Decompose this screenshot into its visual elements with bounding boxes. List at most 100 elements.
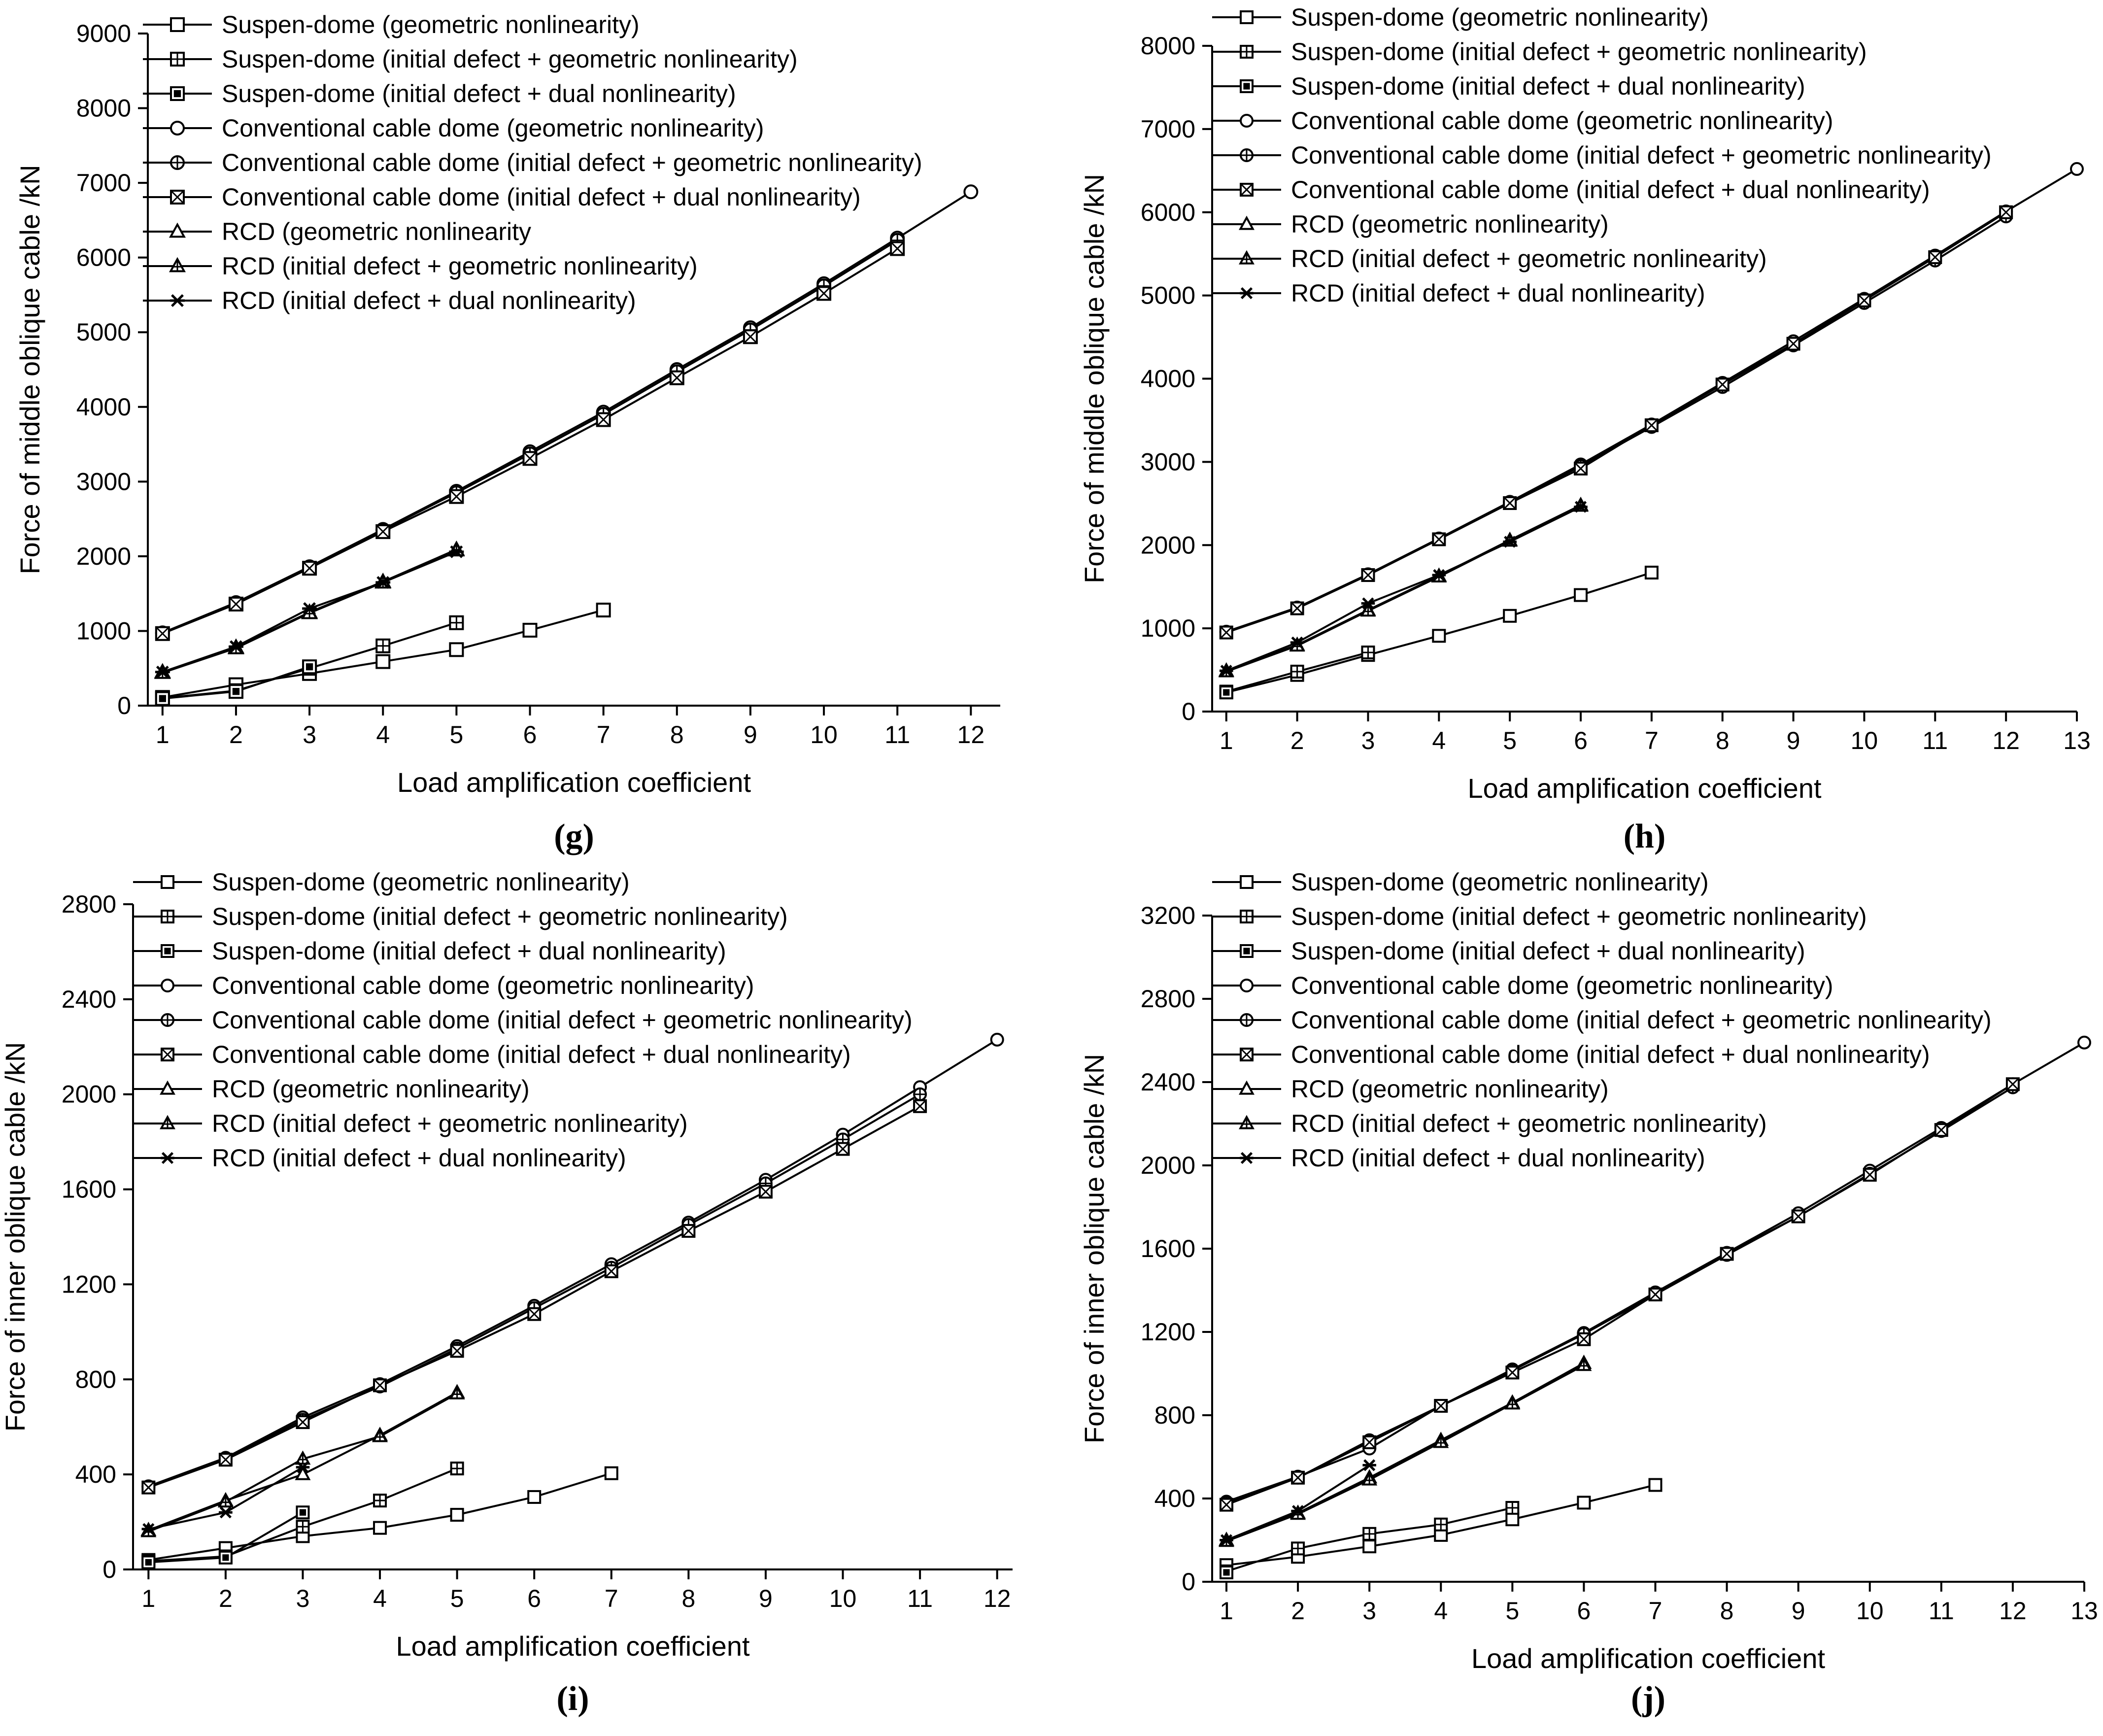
- series-line: [1226, 168, 2078, 633]
- legend-marker-d2: [170, 190, 185, 204]
- series-line: [1226, 215, 2007, 633]
- y-tick-label: 2000: [62, 1081, 116, 1108]
- y-axis-title: Force of inner oblique cable /kN: [1079, 1054, 1110, 1444]
- panel-label: (j): [1631, 1680, 1665, 1718]
- series-8: [141, 1461, 310, 1535]
- legend-label: Conventional cable dome (geometric nonli…: [1291, 972, 1833, 999]
- series-6: [1219, 1355, 1592, 1546]
- y-tick-label: 1600: [62, 1176, 116, 1203]
- y-tick-label: 1200: [1141, 1318, 1195, 1346]
- legend-label: Conventional cable dome (initial defect …: [212, 1006, 913, 1034]
- data-point: [449, 642, 464, 657]
- x-tick-label: 11: [1929, 1597, 1954, 1625]
- data-point-d2: [1858, 294, 1871, 307]
- y-tick-label: 2000: [76, 543, 131, 570]
- x-tick-label: 7: [597, 721, 611, 749]
- y-tick-label: 8000: [76, 95, 131, 122]
- x-tick-label: 10: [829, 1585, 857, 1612]
- legend-label: RCD (initial defect + geometric nonlinea…: [222, 252, 698, 280]
- data-point-core: [159, 695, 166, 702]
- data-point-d2: [1220, 626, 1233, 639]
- data-point-d2: [373, 1379, 387, 1392]
- data-point-d2: [1362, 597, 1374, 610]
- data-point-d2: [817, 286, 831, 301]
- x-axis-title: Load amplification coefficient: [1471, 1643, 1826, 1674]
- legend-marker: [1239, 1080, 1255, 1095]
- legend-label: Conventional cable dome (initial defect …: [222, 149, 922, 176]
- y-tick-label: 1000: [1141, 614, 1195, 642]
- legend-marker-core: [1243, 83, 1250, 90]
- data-point-d2: [450, 1344, 464, 1358]
- legend-marker: [1240, 10, 1254, 24]
- x-tick-label: 6: [1577, 1597, 1591, 1625]
- x-tick-label: 5: [450, 1585, 464, 1612]
- x-tick-label: 8: [1716, 727, 1730, 754]
- legend-label: RCD (initial defect + dual nonlinearity): [1291, 1144, 1705, 1172]
- legend-label: RCD (initial defect + geometric nonlinea…: [212, 1110, 688, 1137]
- legend-label: RCD (geometric nonlinearity): [1291, 210, 1609, 238]
- x-tick-label: 10: [1851, 727, 1878, 754]
- data-point-d2: [1220, 1534, 1233, 1546]
- series-line: [1226, 211, 2007, 634]
- x-axis-title: Load amplification coefficient: [396, 1631, 750, 1662]
- data-point-d2: [219, 1453, 232, 1466]
- legend-marker-d2: [171, 294, 184, 307]
- y-tick-label: 7000: [76, 169, 131, 197]
- panel-label: (g): [554, 817, 594, 855]
- data-point-d2: [1363, 1435, 1376, 1449]
- data-point-d2: [219, 1506, 232, 1519]
- data-point-d2: [1792, 1210, 1805, 1223]
- y-tick-label: 3200: [1141, 902, 1195, 929]
- x-tick-label: 11: [907, 1585, 933, 1612]
- legend: Suspen-dome (geometric nonlinearity) Susp…: [143, 11, 922, 314]
- data-point: [604, 1466, 618, 1480]
- x-tick-label: 10: [1856, 1597, 1884, 1625]
- legend-marker: [169, 222, 186, 238]
- x-tick-label: 1: [1220, 1597, 1233, 1625]
- panel-label: (h): [1624, 817, 1666, 855]
- x-tick-label: 12: [1992, 727, 2020, 754]
- x-tick-label: 1: [156, 721, 170, 749]
- series-line: [148, 1039, 998, 1488]
- legend-marker-d2: [1240, 183, 1254, 197]
- data-point-d2: [528, 1307, 541, 1321]
- data-point-d2: [759, 1185, 773, 1198]
- data-point-core: [299, 1509, 306, 1516]
- y-tick-label: 400: [1154, 1485, 1195, 1512]
- series-6: [1218, 496, 1589, 677]
- x-tick-label: 2: [219, 1585, 233, 1612]
- series-0: [1219, 565, 1659, 700]
- data-point-d2: [1434, 1399, 1448, 1413]
- legend-marker: [1240, 875, 1254, 889]
- y-tick-label: 1600: [1141, 1235, 1195, 1262]
- data-point-d2: [142, 1481, 155, 1494]
- y-tick-label: 4000: [76, 393, 131, 421]
- x-axis-title: Load amplification coefficient: [397, 767, 751, 798]
- data-point-d2: [682, 1224, 695, 1238]
- legend-label: RCD (geometric nonlinearity: [222, 218, 531, 245]
- series-2: [1220, 1565, 1234, 1579]
- x-tick-label: 12: [1999, 1597, 2027, 1625]
- series-line: [1226, 1362, 1585, 1541]
- x-tick-label: 2: [1290, 727, 1304, 754]
- y-tick-label: 3000: [76, 468, 131, 495]
- data-point: [963, 184, 979, 200]
- data-point-d2: [605, 1264, 618, 1278]
- y-tick-label: 6000: [76, 244, 131, 272]
- data-point-d2: [1649, 1288, 1662, 1301]
- data-point-d2: [450, 545, 463, 558]
- series-line: [1226, 1364, 1585, 1542]
- data-point-d2: [523, 451, 537, 466]
- legend-label: Conventional cable dome (geometric nonli…: [222, 114, 764, 142]
- y-tick-label: 2000: [1141, 1152, 1195, 1179]
- x-tick-label: 11: [1922, 727, 1948, 754]
- data-point: [522, 622, 538, 638]
- y-tick-label: 800: [1154, 1401, 1195, 1429]
- data-point-core: [232, 688, 240, 695]
- series-line: [148, 1472, 612, 1561]
- x-tick-label: 2: [1291, 1597, 1305, 1625]
- series-2: [141, 1505, 310, 1569]
- data-point: [1577, 1496, 1591, 1510]
